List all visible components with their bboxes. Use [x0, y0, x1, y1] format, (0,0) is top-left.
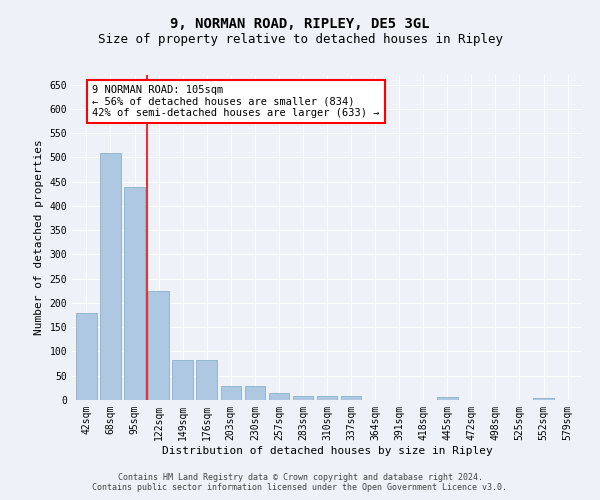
Bar — [172, 360, 193, 400]
Bar — [148, 291, 169, 400]
Y-axis label: Number of detached properties: Number of detached properties — [34, 140, 44, 336]
Text: Contains HM Land Registry data © Crown copyright and database right 2024.: Contains HM Land Registry data © Crown c… — [118, 472, 482, 482]
Text: Contains public sector information licensed under the Open Government Licence v3: Contains public sector information licen… — [92, 484, 508, 492]
Bar — [221, 386, 241, 400]
Bar — [76, 312, 97, 400]
Bar — [124, 186, 145, 400]
Bar — [196, 360, 217, 400]
Text: 9, NORMAN ROAD, RIPLEY, DE5 3GL: 9, NORMAN ROAD, RIPLEY, DE5 3GL — [170, 18, 430, 32]
Bar — [293, 396, 313, 400]
Bar — [437, 396, 458, 400]
Bar — [245, 386, 265, 400]
Text: Size of property relative to detached houses in Ripley: Size of property relative to detached ho… — [97, 32, 503, 46]
X-axis label: Distribution of detached houses by size in Ripley: Distribution of detached houses by size … — [161, 446, 493, 456]
Bar — [317, 396, 337, 400]
Bar — [269, 392, 289, 400]
Text: 9 NORMAN ROAD: 105sqm
← 56% of detached houses are smaller (834)
42% of semi-det: 9 NORMAN ROAD: 105sqm ← 56% of detached … — [92, 84, 380, 118]
Bar — [341, 396, 361, 400]
Bar — [533, 398, 554, 400]
Bar — [100, 152, 121, 400]
